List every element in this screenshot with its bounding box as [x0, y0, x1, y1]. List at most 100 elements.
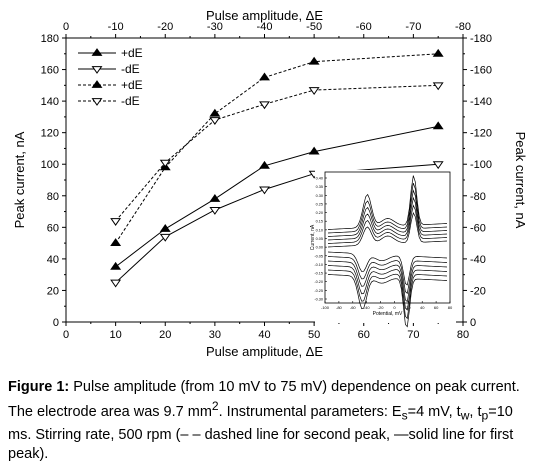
inset-x-tick-label: -100 — [321, 305, 330, 310]
left-tick-label: 80 — [47, 191, 59, 203]
series-1-point — [259, 160, 270, 169]
right-tick-label: -100 — [470, 159, 492, 171]
inset-curve-anodic — [327, 212, 448, 248]
top-tick-label: -20 — [157, 21, 173, 33]
series-1-point — [432, 121, 444, 130]
caption-text-2: . Instrumental parameters: E — [218, 403, 402, 420]
series-line-3 — [115, 53, 439, 244]
right-tick-label: -80 — [470, 191, 486, 203]
inset-curve-cathodic — [327, 274, 448, 328]
caption-text-4: , t — [469, 403, 482, 420]
series-4-point — [259, 101, 270, 110]
inset-curve-cathodic — [327, 256, 448, 294]
series-4-point — [209, 117, 221, 125]
inset-x-tick-label: 40 — [420, 305, 425, 310]
right-tick-label: -60 — [470, 222, 486, 234]
series-2-point — [209, 207, 221, 215]
inset-y-tick-label: -0.15 — [314, 272, 323, 276]
left-tick-label: 40 — [47, 254, 59, 266]
right-tick-label: 0 — [470, 317, 476, 329]
top-tick-label: -30 — [207, 21, 223, 33]
top-tick-label: 0 — [63, 21, 69, 33]
series-2-point — [159, 233, 171, 242]
inset-frame — [324, 171, 451, 304]
inset-y-tick-label: 0.35 — [316, 185, 323, 189]
bottom-tick-label: 70 — [407, 329, 419, 341]
series-line-1 — [115, 125, 439, 268]
caption-label: Figure 1: — [8, 379, 70, 395]
top-tick-label: -50 — [306, 21, 322, 33]
inset-x-tick-label: -40 — [364, 305, 371, 310]
legend-marker-3 — [91, 80, 103, 88]
left-tick-label: 120 — [41, 128, 59, 140]
bottom-tick-label: 80 — [457, 329, 469, 341]
series-line-4 — [115, 84, 439, 222]
legend-marker-4 — [91, 98, 103, 106]
caption-sub-s: s — [401, 408, 408, 423]
inset-curve-anodic — [327, 189, 448, 237]
inset-curve-cathodic — [327, 269, 448, 320]
inset-y-tick-label: -0.20 — [314, 280, 323, 284]
bottom-tick-label: 30 — [209, 329, 221, 341]
caption-sub-w: w — [460, 408, 470, 423]
inset-y-tick-label: 0.40 — [316, 177, 323, 181]
series-2-point — [432, 161, 444, 170]
caption-sup-2: 2 — [211, 399, 219, 413]
series-3-point — [209, 108, 221, 117]
inset-curve-cathodic — [327, 265, 448, 311]
inset-x-tick-label: 60 — [434, 305, 439, 310]
top-tick-label: -70 — [405, 21, 421, 33]
inset-x-tick-label: -80 — [336, 305, 343, 310]
caption-text-3: =4 mV, t — [407, 403, 461, 420]
y-axis-title: Peak current, nA — [12, 131, 27, 228]
inset-x-tick-label: -60 — [350, 305, 357, 310]
top-tick-label: -40 — [257, 21, 273, 33]
bottom-tick-label: 50 — [308, 329, 320, 341]
inset-y-tick-label: 0.30 — [316, 194, 323, 198]
right-tick-label: -20 — [470, 285, 486, 297]
bottom-tick-label: 20 — [159, 329, 171, 341]
series-3-point — [432, 48, 444, 57]
inset-y-tick-label: -0.25 — [314, 289, 323, 293]
inset-curve-cathodic — [327, 251, 448, 286]
top-tick-label: -10 — [108, 21, 124, 33]
caption-sub-p: p — [481, 408, 489, 423]
top-axis-title: Pulse amplitude, ΔE — [206, 8, 323, 23]
legend-label-4: -dE — [121, 94, 140, 108]
right-tick-label: -160 — [470, 65, 492, 77]
legend-marker-1 — [91, 48, 103, 56]
series-2-point — [110, 279, 122, 288]
series-3-point — [259, 72, 270, 81]
series-4-point — [159, 159, 171, 168]
figure-caption: Figure 1: Pulse amplitude (from 10 mV to… — [8, 378, 528, 464]
legend-label-2: -dE — [121, 62, 140, 76]
left-tick-label: 140 — [41, 96, 59, 108]
bottom-tick-label: 60 — [358, 329, 370, 341]
inset-y-tick-label: 0.20 — [316, 211, 323, 215]
series-1-point — [209, 194, 221, 202]
bottom-tick-label: 0 — [63, 329, 69, 341]
right-tick-label: -140 — [470, 96, 492, 108]
inset-x-tick-label: -20 — [378, 305, 385, 310]
left-tick-label: 160 — [41, 65, 59, 77]
inset-curve-anodic — [327, 175, 448, 230]
inset-y-tick-label: 0.15 — [316, 220, 323, 224]
series-4-point — [308, 87, 320, 95]
bottom-tick-label: 10 — [110, 329, 122, 341]
series-3-point — [110, 238, 122, 247]
inset-curve-anodic — [327, 204, 448, 244]
right-axis-title: Peak current, nA — [513, 132, 528, 229]
inset-x-tick-label: 80 — [448, 305, 453, 310]
right-tick-label: -40 — [470, 254, 486, 266]
top-tick-label: -80 — [455, 21, 471, 33]
inset-x-tick-label: 0 — [393, 305, 396, 310]
left-tick-label: 60 — [47, 222, 59, 234]
inset-y-tick-label: 0.05 — [316, 237, 323, 241]
legend-marker-2 — [91, 66, 103, 74]
inset-curve-anodic — [327, 182, 448, 234]
series-2-point — [259, 186, 270, 195]
inset-y-tick-label: -0.30 — [314, 298, 323, 302]
inset-curve-cathodic — [327, 260, 448, 303]
x-axis-title: Pulse amplitude, ΔE — [206, 344, 323, 359]
left-tick-label: 100 — [41, 159, 59, 171]
